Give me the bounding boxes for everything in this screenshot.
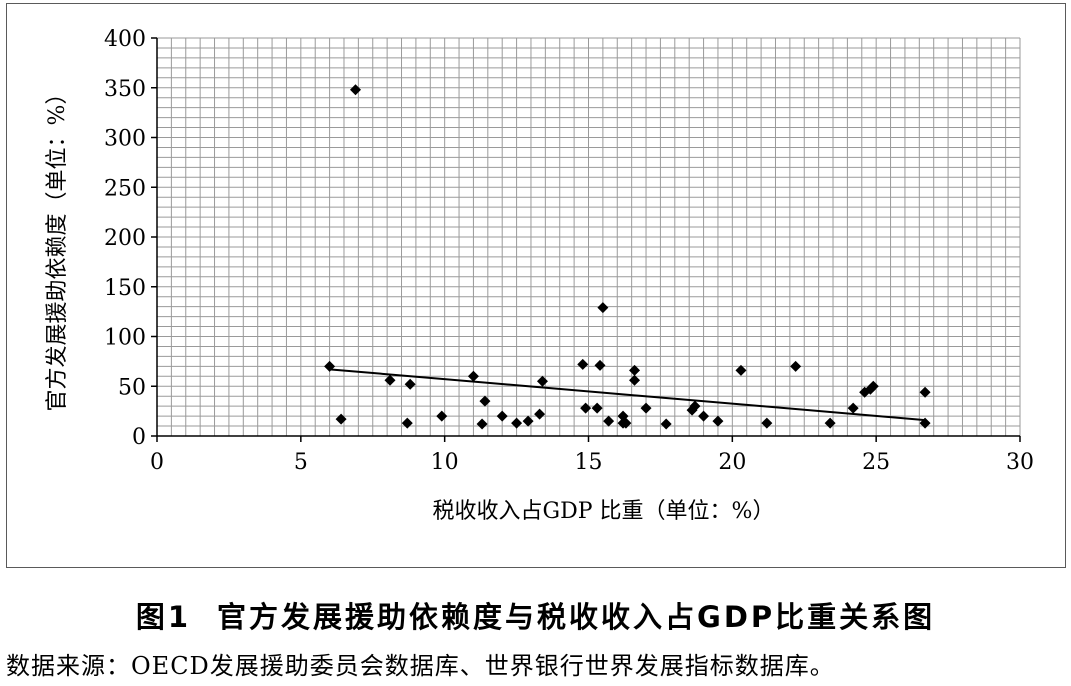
y-tick-label: 150 xyxy=(104,276,146,301)
trendline xyxy=(329,368,926,422)
y-tick-label: 350 xyxy=(104,77,146,102)
data-point xyxy=(404,378,416,390)
data-point xyxy=(629,374,641,386)
x-tick-label: 15 xyxy=(575,450,603,475)
data-point xyxy=(401,417,413,429)
data-point xyxy=(522,415,534,427)
data-point xyxy=(335,413,347,425)
data-point xyxy=(384,374,396,386)
x-tick-label: 30 xyxy=(1006,450,1034,475)
data-point xyxy=(698,410,710,422)
figure-number: 图1 xyxy=(135,600,192,634)
y-tick-label: 50 xyxy=(118,375,146,400)
data-point xyxy=(536,375,548,387)
data-point xyxy=(597,302,609,314)
x-tick-label: 10 xyxy=(431,450,459,475)
data-point xyxy=(824,417,836,429)
data-point xyxy=(476,418,488,430)
data-point xyxy=(640,402,652,414)
data-point xyxy=(847,402,859,414)
y-axis-title: 官方发展援助依赖度（单位：%） xyxy=(45,83,70,412)
x-axis-title: 税收收入占GDP 比重（单位：%） xyxy=(433,499,775,524)
data-point xyxy=(919,417,931,429)
chart-frame: 0 50 100 150 200 250 300 350 400 0 5 10 15 20 25 30 税收收入… xyxy=(6,3,1066,568)
data-point xyxy=(735,364,747,376)
data-point xyxy=(629,364,641,376)
x-tick-label: 5 xyxy=(294,450,308,475)
figure-title: 官方发展援助依赖度与税收收入占GDP比重关系图 xyxy=(217,600,936,634)
y-tick-label: 100 xyxy=(104,326,146,351)
data-point xyxy=(591,402,603,414)
x-tick-label: 0 xyxy=(150,450,164,475)
y-tick-label: 300 xyxy=(104,127,146,152)
data-point xyxy=(467,370,479,382)
data-point xyxy=(577,358,589,370)
grid-lines xyxy=(156,37,1021,437)
y-tick-label: 400 xyxy=(104,27,146,52)
data-point xyxy=(712,415,724,427)
figure-caption: 图1 官方发展援助依赖度与税收收入占GDP比重关系图 xyxy=(0,594,1071,636)
data-point xyxy=(620,417,632,429)
data-point xyxy=(919,386,931,398)
data-point xyxy=(436,410,448,422)
data-point xyxy=(761,417,773,429)
x-tick-label: 25 xyxy=(862,450,890,475)
data-point xyxy=(534,408,546,420)
data-point xyxy=(511,417,523,429)
data-point xyxy=(867,380,879,392)
data-points xyxy=(324,84,931,430)
x-tick-label: 20 xyxy=(718,450,746,475)
data-point xyxy=(324,360,336,372)
data-point xyxy=(790,360,802,372)
y-tick-label: 200 xyxy=(104,226,146,251)
data-point xyxy=(689,400,701,412)
data-point xyxy=(349,84,361,96)
data-point xyxy=(594,359,606,371)
data-point xyxy=(660,418,672,430)
data-point xyxy=(580,402,592,414)
y-tick-label: 250 xyxy=(104,176,146,201)
y-tick-label: 0 xyxy=(132,425,146,450)
source-note: 数据来源：OECD发展援助委员会数据库、世界银行世界发展指标数据库。 xyxy=(6,652,835,680)
data-point xyxy=(496,410,508,422)
scatter-chart: 0 50 100 150 200 250 300 350 400 0 5 10 15 20 25 30 税收收入… xyxy=(45,27,1034,524)
data-point xyxy=(479,395,491,407)
data-point xyxy=(603,415,615,427)
